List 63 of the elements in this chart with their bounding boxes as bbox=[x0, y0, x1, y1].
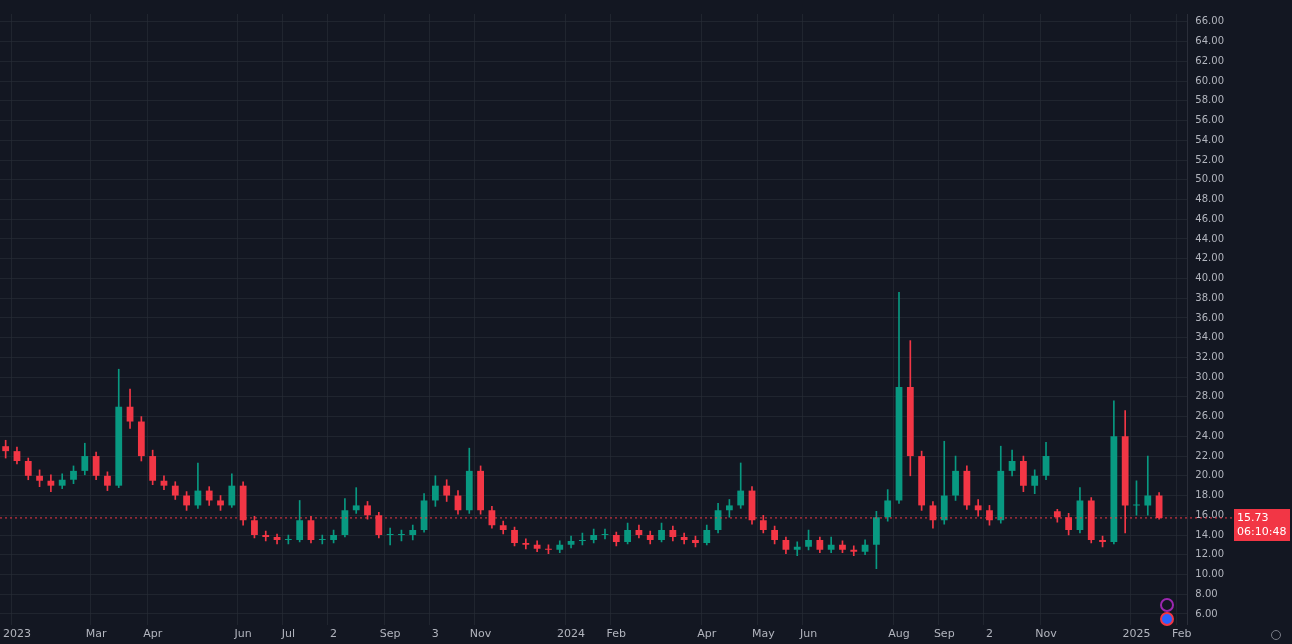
y-tick-label: 62.00 bbox=[1195, 54, 1225, 66]
y-tick-label: 52.00 bbox=[1195, 153, 1225, 165]
y-tick-label: 32.00 bbox=[1195, 350, 1225, 362]
x-tick-label: Apr bbox=[143, 627, 163, 641]
candlestick bbox=[974, 499, 982, 517]
candlestick bbox=[352, 487, 360, 514]
y-tick-label: 58.00 bbox=[1195, 94, 1225, 106]
x-tick-label: 2024 bbox=[557, 627, 586, 641]
candlestick bbox=[386, 527, 394, 546]
y-tick-label: 56.00 bbox=[1195, 114, 1225, 126]
x-tick-label: Mar bbox=[85, 627, 107, 641]
y-tick-label: 44.00 bbox=[1195, 232, 1225, 244]
x-tick-label: 3 bbox=[431, 627, 439, 641]
text: 06:10:48 bbox=[1237, 524, 1287, 538]
y-tick-label: 38.00 bbox=[1195, 291, 1225, 303]
y-tick-label: 46.00 bbox=[1195, 212, 1225, 224]
x-tick-label: May bbox=[751, 627, 776, 641]
y-tick-label: 28.00 bbox=[1195, 390, 1225, 402]
x-tick-label: Nov bbox=[1035, 627, 1058, 641]
ref-line-label: 15.73 bbox=[1237, 510, 1269, 524]
x-tick-label: Nov bbox=[469, 627, 492, 641]
y-tick-label: 18.00 bbox=[1195, 489, 1225, 501]
y-tick-label: 8.00 bbox=[1195, 587, 1218, 599]
y-tick-label: 50.00 bbox=[1195, 173, 1225, 185]
x-tick-label: Feb bbox=[606, 627, 627, 641]
y-tick-label: 60.00 bbox=[1195, 74, 1225, 86]
y-tick-label: 66.00 bbox=[1195, 15, 1225, 27]
candlestick bbox=[850, 545, 858, 557]
y-tick-label: 6.00 bbox=[1195, 607, 1218, 619]
candlestick bbox=[1144, 455, 1152, 516]
x-tick-label: Apr bbox=[697, 627, 717, 641]
y-tick-label: 64.00 bbox=[1195, 35, 1225, 47]
x-tick-label: Sep bbox=[379, 627, 401, 641]
y-tick-label: 12.00 bbox=[1195, 548, 1225, 560]
y-tick-label: 24.00 bbox=[1195, 429, 1225, 441]
y-tick-label: 20.00 bbox=[1195, 469, 1225, 481]
candlestick bbox=[793, 541, 801, 557]
y-tick-label: 42.00 bbox=[1195, 252, 1225, 264]
y-tick-label: 48.00 bbox=[1195, 193, 1225, 205]
y-tick-label: 54.00 bbox=[1195, 133, 1225, 145]
y-tick-label: 22.00 bbox=[1195, 449, 1225, 461]
y-tick-label: 16.00 bbox=[1195, 508, 1225, 520]
y-tick-label: 30.00 bbox=[1195, 370, 1225, 382]
candlestick bbox=[47, 474, 55, 492]
candlestick bbox=[318, 534, 326, 545]
x-tick-label: 2 bbox=[985, 627, 993, 641]
x-tick-label: Aug bbox=[888, 627, 910, 641]
candlestick bbox=[522, 538, 530, 550]
x-tick-label: 2023 bbox=[2, 627, 31, 641]
x-tick-label: Sep bbox=[933, 627, 955, 641]
y-tick-label: 34.00 bbox=[1195, 331, 1225, 343]
x-tick-label: Feb bbox=[1171, 627, 1192, 641]
y-tick-label: 10.00 bbox=[1195, 568, 1225, 580]
x-tick-label: 2025 bbox=[1122, 627, 1151, 641]
y-tick-label: 14.00 bbox=[1195, 528, 1225, 540]
x-tick-label: Jun bbox=[233, 627, 252, 641]
x-tick-label: Jun bbox=[798, 627, 818, 641]
x-tick-label: Jul bbox=[280, 627, 295, 641]
y-tick-label: 36.00 bbox=[1195, 311, 1225, 323]
candlestick bbox=[262, 530, 270, 542]
x-tick-label: 2 bbox=[330, 627, 338, 641]
y-tick-label: 40.00 bbox=[1195, 272, 1225, 284]
y-tick-label: 26.00 bbox=[1195, 410, 1225, 422]
